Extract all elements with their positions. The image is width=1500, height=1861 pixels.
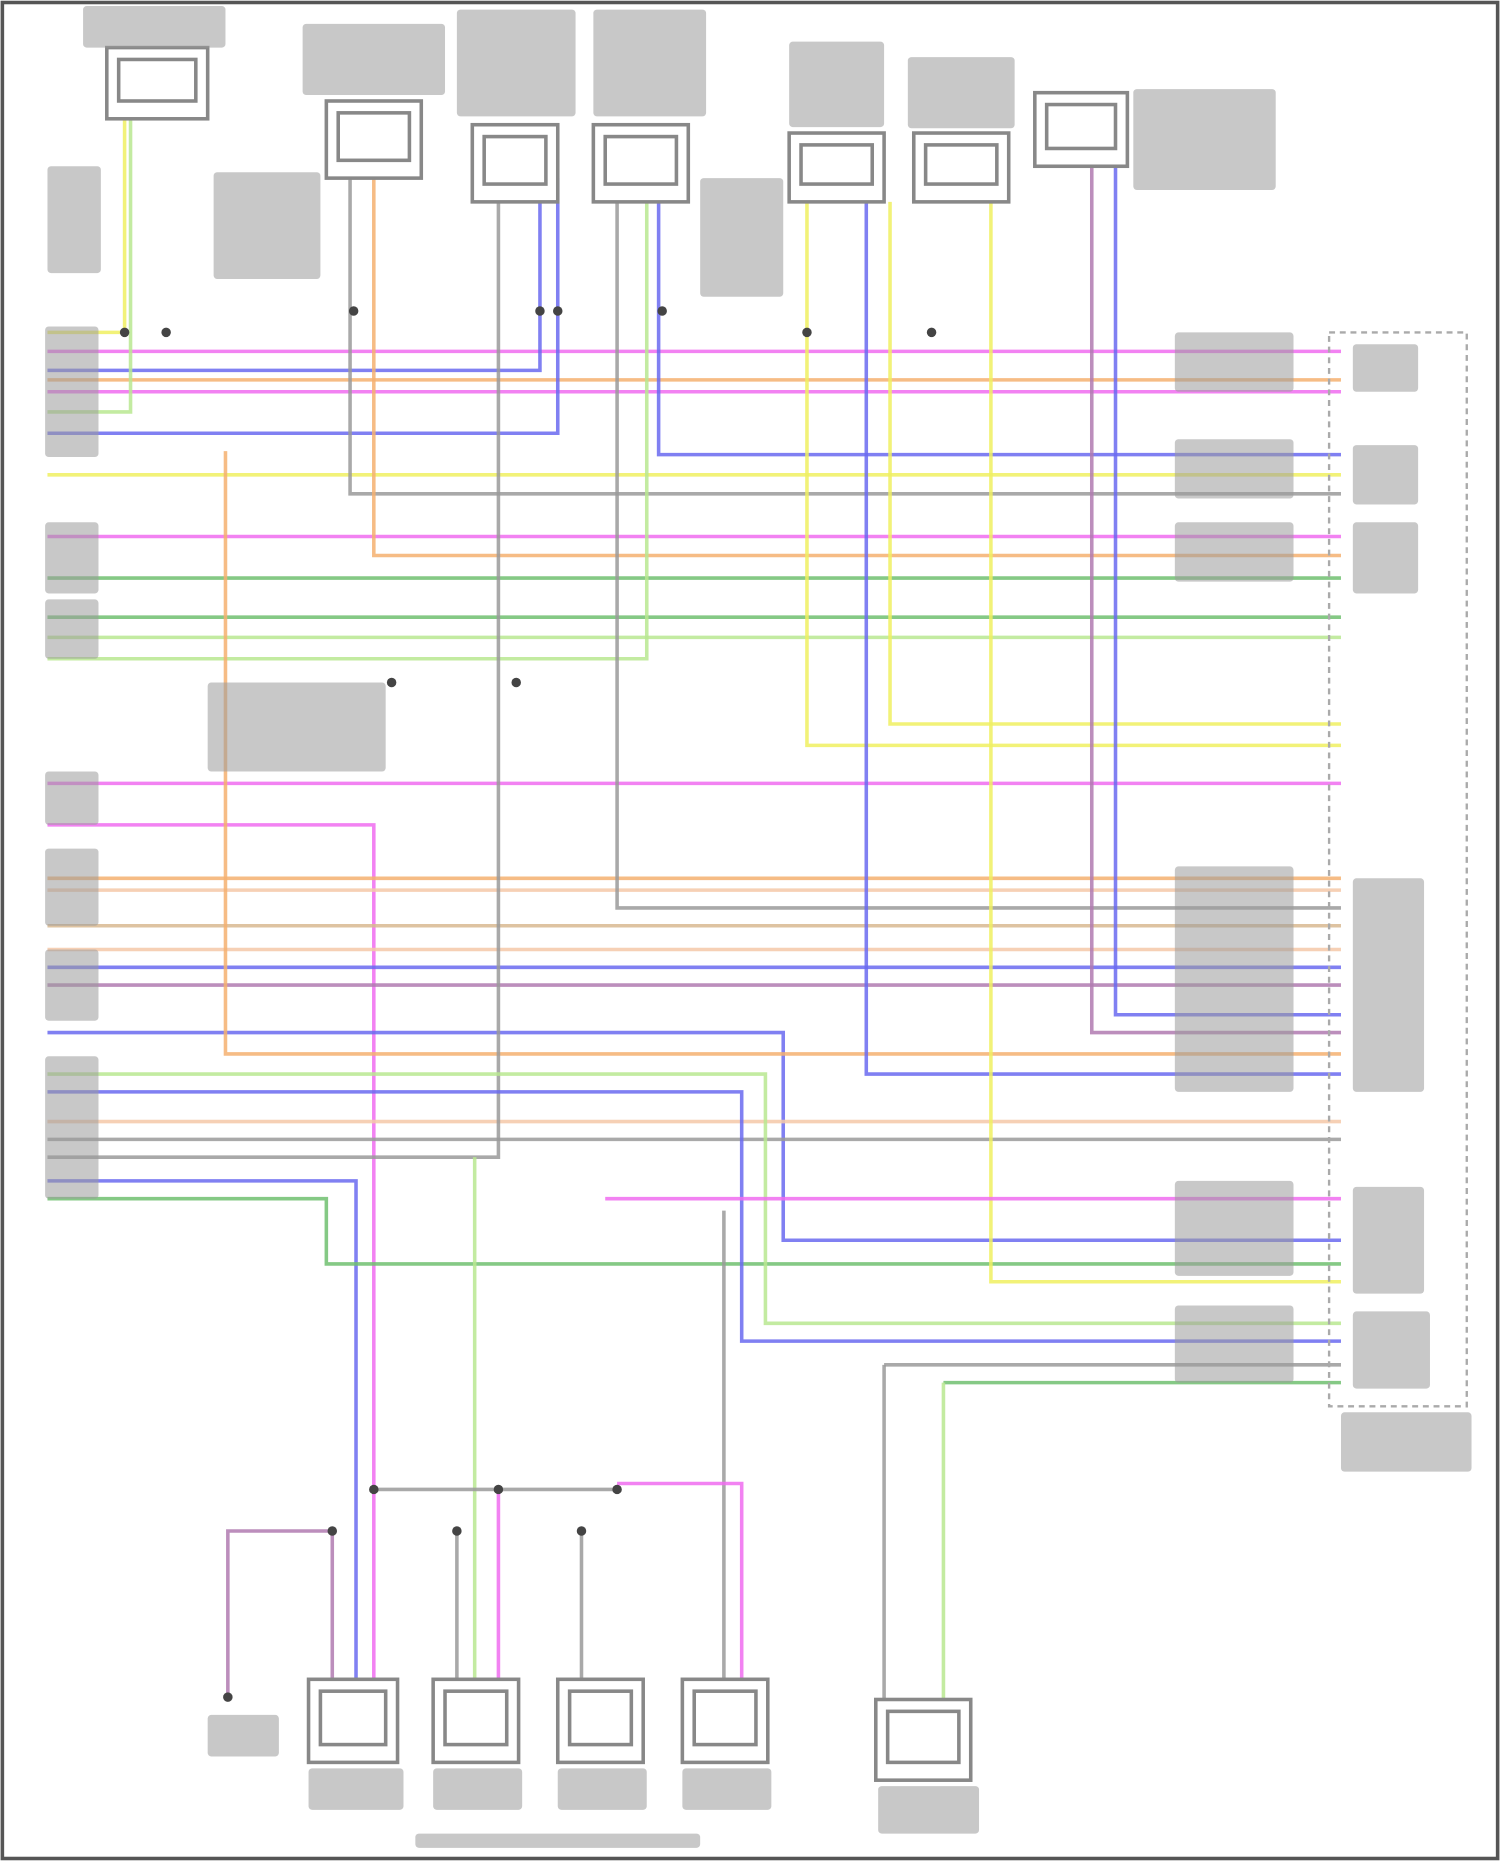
illegible-label <box>45 326 99 458</box>
splice-point <box>223 1692 233 1702</box>
illegible-label <box>700 178 784 297</box>
wire-blue <box>47 1179 358 1686</box>
wire-orange <box>372 178 1341 558</box>
wire-yellow <box>888 201 1341 726</box>
sensor-top-7-body <box>1044 102 1118 151</box>
illegible-label <box>1174 522 1294 582</box>
illegible-label <box>1174 866 1294 1092</box>
illegible-label <box>456 9 576 117</box>
illegible-label <box>1352 1311 1430 1389</box>
wire-magenta <box>617 1481 744 1686</box>
splice-point <box>369 1484 379 1495</box>
illegible-label <box>593 9 707 117</box>
wire-purple <box>226 1529 335 1698</box>
splice-point <box>119 327 130 338</box>
illegible-label <box>682 1768 772 1810</box>
wire-gray <box>348 178 1341 496</box>
illegible-label <box>207 1714 279 1757</box>
splice-point <box>926 327 937 338</box>
illegible-label <box>907 57 1015 129</box>
illegible-label <box>47 166 101 274</box>
illegible-label <box>557 1768 647 1810</box>
splice-point <box>535 306 545 316</box>
wire-gray <box>47 178 501 1159</box>
illegible-label <box>1352 344 1419 392</box>
wire-orange <box>223 451 1341 1056</box>
components <box>105 45 1130 1782</box>
wire-yellow <box>989 166 1341 1284</box>
splice-point <box>327 1526 338 1536</box>
illegible-label <box>1352 878 1425 1092</box>
illegible-label <box>789 41 885 128</box>
illegible-label <box>45 1056 99 1199</box>
splice-point <box>348 306 359 316</box>
wire-magenta <box>47 823 376 1686</box>
wire-light_green <box>47 178 649 661</box>
illegible-label <box>45 848 99 926</box>
wire-blue <box>47 1030 1341 1243</box>
splice-point <box>452 1526 462 1536</box>
splice-point <box>553 306 563 316</box>
illegible-label <box>433 1768 523 1810</box>
splice-point <box>612 1484 622 1495</box>
sensor-top-3-body <box>482 134 548 186</box>
illegible-label <box>45 599 99 659</box>
illegible-label <box>207 682 386 772</box>
wire-blue <box>656 178 1341 457</box>
illegible-label <box>1174 1180 1294 1276</box>
wire-blue <box>47 178 560 436</box>
illegible-label <box>1174 439 1294 499</box>
sensor-top-1-body <box>116 57 198 103</box>
illegible-label <box>308 1768 404 1810</box>
wire-yellow <box>805 201 1341 748</box>
sensor-top-4-body <box>603 134 679 186</box>
sensor-top-6-body <box>923 143 999 186</box>
ignition-coil-3-body <box>567 1689 634 1747</box>
wires <box>47 118 1341 1709</box>
wire-blue <box>47 178 542 373</box>
sensor-bottom-body <box>885 1709 961 1765</box>
illegible-label <box>1174 1305 1294 1383</box>
splice-point <box>802 327 812 338</box>
sensor-top-2-body <box>336 111 412 163</box>
illegible-label <box>1352 445 1419 505</box>
illegible-label <box>83 6 226 48</box>
splice-point <box>657 306 667 316</box>
wire-green <box>47 1196 1341 1266</box>
wire-blue <box>47 1090 1341 1343</box>
illegible-label <box>45 949 99 1021</box>
illegible-label <box>878 1786 980 1834</box>
text-labels <box>45 6 1472 1848</box>
ignition-coil-4-body <box>692 1689 758 1747</box>
illegible-label <box>1133 89 1276 190</box>
pcm-connector-outline <box>1327 331 1468 1408</box>
ignition-coil-2-body <box>443 1689 509 1747</box>
illegible-label <box>415 1833 701 1848</box>
illegible-label <box>1352 522 1419 594</box>
illegible-label <box>1352 1186 1425 1294</box>
splice-point <box>576 1526 587 1536</box>
illegible-label <box>302 23 446 96</box>
splice-point <box>511 677 521 688</box>
illegible-label <box>1174 332 1294 392</box>
illegible-label <box>1340 1412 1472 1472</box>
splice-point <box>386 677 397 688</box>
splice-point <box>161 327 171 338</box>
ignition-coil-1-body <box>318 1689 388 1747</box>
wire-gray <box>615 178 1341 910</box>
illegible-label <box>213 172 321 279</box>
splice-point <box>493 1484 504 1495</box>
illegible-label <box>45 522 99 594</box>
sensor-top-5-body <box>799 143 875 186</box>
illegible-label <box>45 771 99 825</box>
